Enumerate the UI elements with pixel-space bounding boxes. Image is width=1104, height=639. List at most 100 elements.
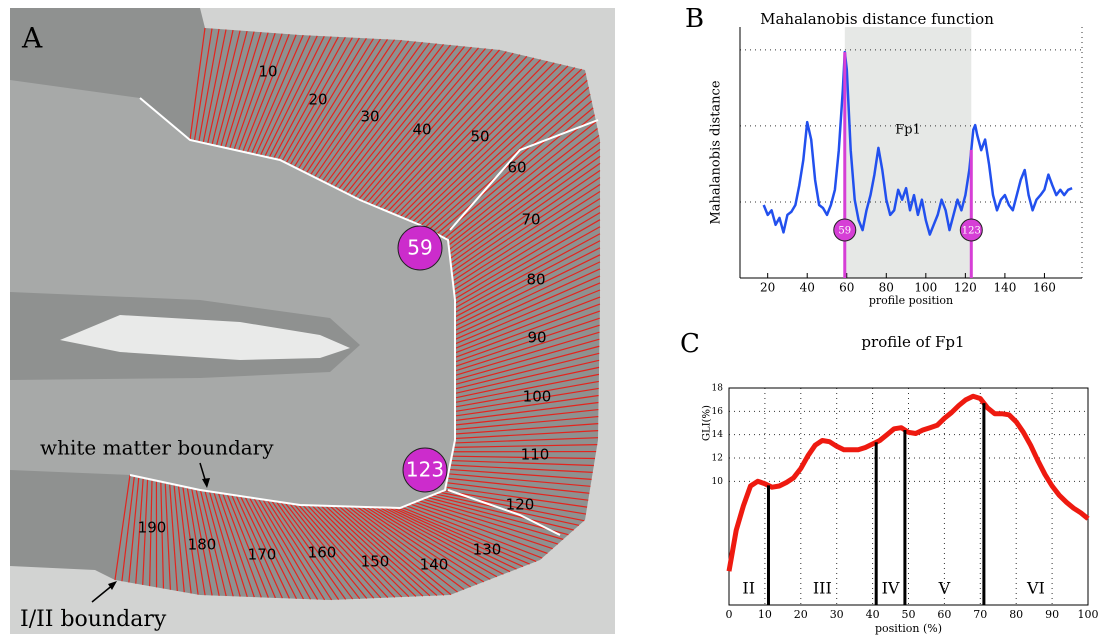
arrow-head xyxy=(108,581,117,590)
profile-label: 40 xyxy=(412,121,431,139)
profile-label: 10 xyxy=(258,63,277,81)
profile-label: 80 xyxy=(526,271,545,289)
profile-ray xyxy=(374,506,498,578)
y-axis-label: GLI(%) xyxy=(702,405,713,441)
profile-ray xyxy=(226,493,269,598)
x-tick-label: 80 xyxy=(879,281,894,295)
profile-ray xyxy=(231,494,276,599)
profile-ray xyxy=(428,86,590,231)
profile-ray xyxy=(383,55,528,211)
profile-ray xyxy=(202,29,227,144)
profile-ray xyxy=(449,468,592,480)
profile-ray xyxy=(454,317,600,368)
profile-ray xyxy=(454,310,601,363)
x-tick-label: 90 xyxy=(1045,608,1059,621)
profile-ray xyxy=(173,484,185,593)
profile-ray xyxy=(366,49,500,204)
profile-ray xyxy=(444,114,595,239)
profile-ray xyxy=(450,459,594,467)
profile-label: 50 xyxy=(470,128,489,146)
profile-ray xyxy=(387,57,535,212)
y-tick-label: 16 xyxy=(712,407,724,417)
y-axis-label: Mahalanobis distance xyxy=(709,80,724,224)
annotation: I/II boundary xyxy=(20,607,167,632)
profile-ray xyxy=(325,42,430,184)
x-tick-label: 20 xyxy=(760,281,775,295)
profile-ray xyxy=(272,36,339,159)
profile-ray xyxy=(268,36,332,158)
profile-label: 30 xyxy=(360,108,379,126)
profile-ray xyxy=(215,30,248,147)
sulcus xyxy=(60,315,350,360)
profile-ray xyxy=(454,233,601,313)
profile-ray xyxy=(454,289,601,349)
profile-ray xyxy=(454,240,601,318)
boundary-marker xyxy=(833,218,857,242)
profile-ray xyxy=(114,474,131,581)
profile-ray xyxy=(451,455,595,460)
profile-label: 120 xyxy=(506,496,535,514)
boundary-marker xyxy=(402,447,448,493)
profile-ray xyxy=(177,485,192,594)
profile-ray xyxy=(448,134,600,251)
x-tick-label: 0 xyxy=(726,608,733,621)
profile-ray xyxy=(392,507,524,568)
region-label: Fp1 xyxy=(895,123,921,138)
profile-ray xyxy=(280,501,354,600)
profile-ray xyxy=(281,37,353,162)
profile-ray xyxy=(262,499,326,601)
x-tick-label: 20 xyxy=(794,608,808,621)
region xyxy=(844,27,972,278)
profile-ray xyxy=(189,27,206,141)
profile-ray xyxy=(121,475,135,582)
profile-ray xyxy=(198,28,220,143)
x-tick-label: 10 xyxy=(758,608,772,621)
profile-ray xyxy=(342,45,458,192)
y-tick-label: 10 xyxy=(712,477,724,487)
profile-ray xyxy=(454,268,601,336)
boundary-line xyxy=(449,119,599,231)
profile-ray xyxy=(420,73,587,226)
profile-label: 160 xyxy=(308,544,337,562)
profile-ray xyxy=(397,507,530,565)
profile-ray xyxy=(135,477,144,584)
y-tick-label: 12 xyxy=(712,454,723,464)
profile-ray xyxy=(233,32,276,150)
profile-label: 190 xyxy=(138,519,167,537)
x-tick-label: 50 xyxy=(902,608,916,621)
profile-ray xyxy=(447,121,597,242)
data-line xyxy=(726,393,1090,572)
profile-ray xyxy=(454,415,599,431)
layer-label: III xyxy=(813,579,832,598)
profile-ray xyxy=(454,338,600,381)
profile-label: 170 xyxy=(248,546,277,564)
profile-ray xyxy=(356,506,471,588)
profile-ray xyxy=(301,39,388,172)
profile-ray xyxy=(439,491,585,522)
profile-ray xyxy=(454,366,600,399)
profile-ray xyxy=(454,437,599,444)
profile-ray xyxy=(391,59,542,214)
profile-ray xyxy=(436,100,593,235)
profile-ray xyxy=(451,176,601,278)
profile-ray xyxy=(324,505,424,597)
profile-ray xyxy=(289,38,367,166)
profile-label: 60 xyxy=(507,159,526,177)
profile-ray xyxy=(237,33,283,151)
profile-ray xyxy=(313,40,410,178)
profile-ray xyxy=(365,506,485,583)
profile-ray xyxy=(297,504,382,599)
profile-ray xyxy=(338,44,451,190)
profile-label: 110 xyxy=(521,446,550,464)
profile-ray xyxy=(297,38,381,170)
data-line xyxy=(762,50,1073,236)
white-matter-boundary xyxy=(129,97,456,510)
profile-ray xyxy=(346,46,465,194)
profile-ray xyxy=(362,48,493,202)
annotation: white matter boundary xyxy=(40,436,274,460)
x-tick-label: 100 xyxy=(1078,608,1099,621)
profile-ray xyxy=(450,162,601,269)
boundary-line xyxy=(447,489,561,536)
profile-ray xyxy=(250,34,304,154)
y-tick-label: 14 xyxy=(712,430,724,440)
